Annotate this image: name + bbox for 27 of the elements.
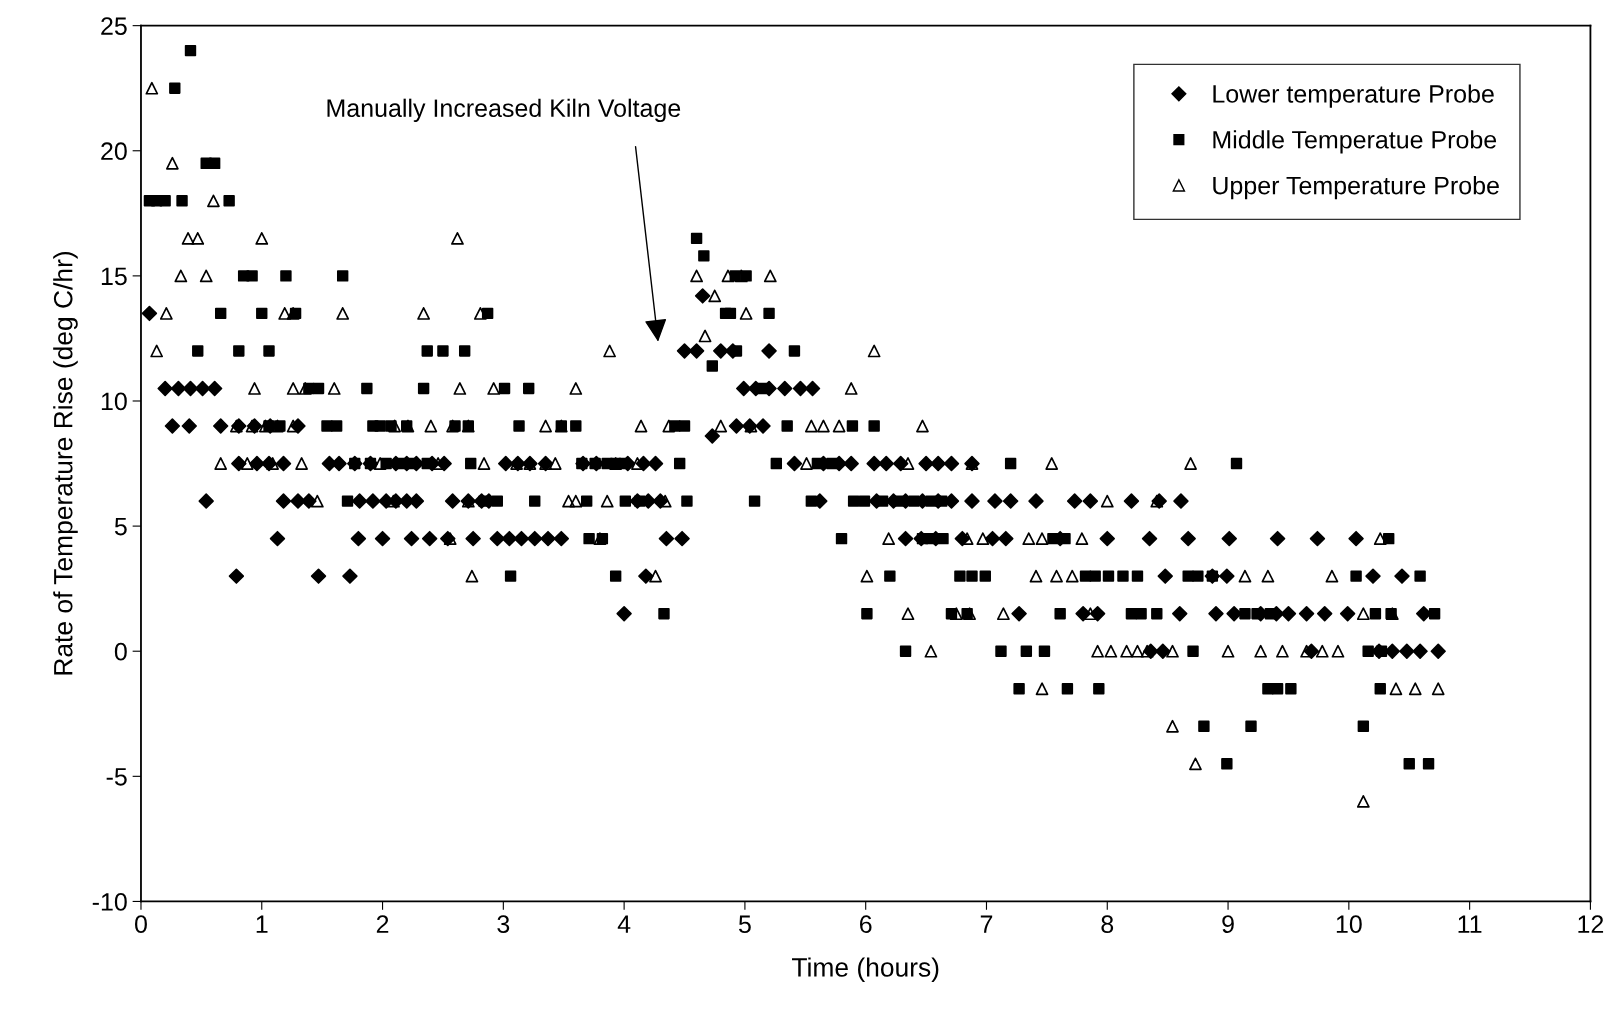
x-tick-label: 5 (738, 915, 751, 933)
x-tick-label: 10 (1336, 915, 1362, 933)
x-tick-label: 8 (1101, 915, 1114, 933)
y-tick-label: -10 (92, 893, 127, 911)
x-tick-label: 6 (860, 915, 872, 933)
annotation: Manually Increased Kiln Voltage (327, 98, 681, 122)
x-tick-label: 0 (135, 915, 147, 933)
y-tick-label: 15 (101, 267, 127, 286)
y-tick-label: -5 (106, 768, 127, 786)
x-tick-label: 9 (1222, 915, 1234, 933)
y-tick-label: 25 (101, 17, 127, 35)
x-tick-label: 4 (617, 915, 631, 933)
x-tick-label: 12 (1578, 915, 1604, 933)
y-tick-label: 5 (114, 517, 127, 536)
x-axis-title: Time (hours) (792, 957, 939, 982)
x-tick-label: 1 (256, 915, 268, 933)
x-tick-label: 7 (980, 915, 993, 933)
legend-label: Lower temperature Probe (1213, 84, 1494, 108)
x-tick-label: 2 (376, 915, 389, 933)
x-tick-label: 11 (1458, 915, 1482, 933)
x-tick-label: 3 (497, 915, 510, 933)
y-tick-label: 10 (101, 392, 127, 411)
legend-label: Middle Temperatue Probe (1213, 130, 1497, 154)
y-axis-title: Rate of Temperature Rise (deg C/hr) (53, 252, 78, 675)
legend-label: Upper Temperature Probe (1213, 176, 1499, 200)
y-tick-label: 20 (101, 142, 127, 161)
y-tick-label: 0 (114, 642, 127, 661)
